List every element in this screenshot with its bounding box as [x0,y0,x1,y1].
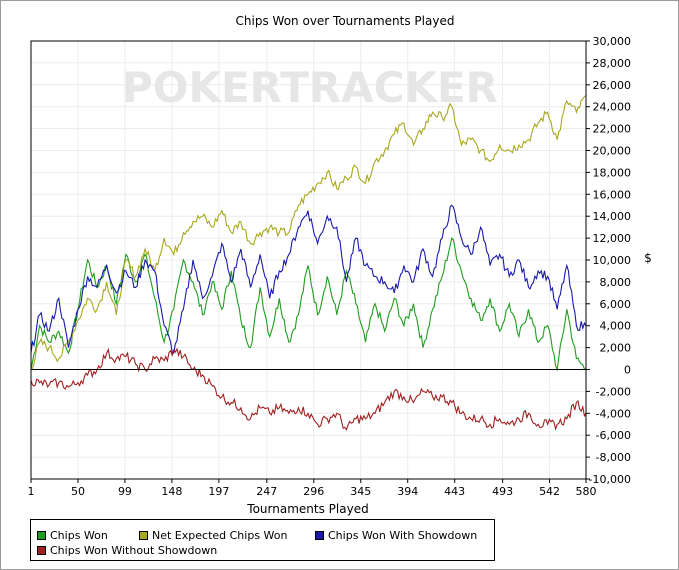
y-tick-label: 0 [624,364,631,377]
x-tick-label: 99 [118,485,132,498]
y-tick-label: -8,000 [596,451,631,464]
y-tick-label: -6,000 [596,429,631,442]
x-tick-label: 345 [350,485,371,498]
x-tick-label: 542 [539,485,560,498]
legend-label: Net Expected Chips Won [152,529,288,542]
y-tick-label: -4,000 [596,407,631,420]
legend: Chips Won Net Expected Chips Won Chips W… [30,519,495,561]
x-tick-label: 247 [256,485,277,498]
x-axis-ticks: 1 50 99 148 197 247 296 345 394 443 493 542 580 [28,479,597,498]
y-tick-label: 10,000 [593,254,632,267]
legend-item[interactable]: Chips Won With Showdown [315,529,477,542]
y-axis-ticks: 30,000 28,000 26,000 24,000 22,000 20,000 18,0… [586,35,631,486]
y-tick-label: -10,000 [589,473,631,486]
legend-swatch [139,531,148,540]
series-line [31,204,586,354]
legend-item[interactable]: Chips Won Without Showdown [37,544,217,557]
x-tick-label: 1 [28,485,35,498]
y-tick-label: 4,000 [600,320,632,333]
legend-swatch [315,531,324,540]
y-tick-label: 26,000 [593,79,632,92]
chart-title: Chips Won over Tournaments Played [236,14,455,28]
x-axis-title: Tournaments Played [246,502,368,516]
series-line [31,347,586,431]
x-tick-label: 443 [444,485,465,498]
legend-label: Chips Won With Showdown [328,529,478,542]
y-tick-label: 18,000 [593,166,632,179]
x-tick-label: 148 [161,485,182,498]
x-tick-label: 296 [303,485,324,498]
legend-item[interactable]: Net Expected Chips Won [139,529,287,542]
y-tick-label: 24,000 [593,101,632,114]
watermark-logo: POKERTRACKER [122,63,498,112]
y-tick-label: 14,000 [593,210,632,223]
y-tick-label: 20,000 [593,145,632,158]
legend-swatch [37,531,46,540]
series-line [31,237,586,372]
x-tick-label: 493 [492,485,513,498]
x-tick-label: 580 [576,485,597,498]
series-line [31,95,586,371]
y-tick-label: 16,000 [593,188,632,201]
y-tick-label: 6,000 [600,298,632,311]
y-tick-label: -2,000 [596,385,631,398]
y-tick-label: 2,000 [600,342,632,355]
y-tick-label: 12,000 [593,232,632,245]
legend-label: Chips Won Without Showdown [50,544,218,557]
x-tick-label: 197 [208,485,229,498]
y-tick-label: 30,000 [593,35,632,48]
x-tick-label: 50 [71,485,85,498]
legend-item[interactable]: Chips Won [37,529,108,542]
y-axis-title: $ [644,251,652,265]
series-layer [31,95,586,431]
y-tick-label: 28,000 [593,57,632,70]
legend-swatch [37,546,46,555]
y-tick-label: 8,000 [600,276,632,289]
legend-label: Chips Won [50,529,108,542]
x-tick-label: 394 [397,485,418,498]
y-tick-label: 22,000 [593,123,632,136]
